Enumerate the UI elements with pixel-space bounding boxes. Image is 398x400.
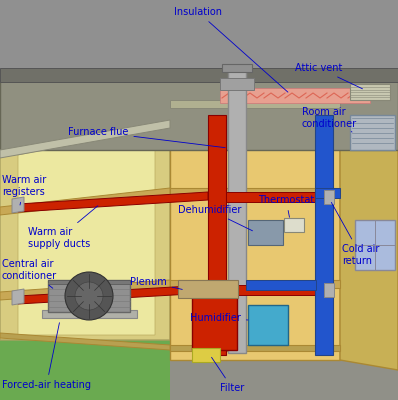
Bar [192,348,220,362]
Bar [208,115,226,355]
Bar [324,283,334,297]
Polygon shape [0,333,170,350]
Text: Humidifier: Humidifier [190,313,248,323]
Polygon shape [350,84,390,100]
Polygon shape [18,285,208,304]
Bar [315,115,333,355]
Text: Insulation: Insulation [174,7,288,92]
Polygon shape [170,340,398,400]
Bar [42,310,137,318]
Bar [220,78,254,90]
Text: Thermostat: Thermostat [258,195,314,217]
Bar [170,280,340,288]
Bar [228,68,246,353]
Circle shape [75,282,103,310]
Text: Furnace flue: Furnace flue [68,127,225,148]
Text: Cold air
return: Cold air return [332,202,379,266]
Bar [284,218,304,232]
Polygon shape [0,120,170,340]
Polygon shape [0,280,170,300]
Polygon shape [0,188,170,215]
Text: Dehumidifier: Dehumidifier [178,205,252,231]
Polygon shape [0,120,170,158]
Polygon shape [12,197,24,213]
Bar [178,280,238,298]
Bar [170,345,340,351]
Polygon shape [0,320,170,400]
Polygon shape [0,68,398,82]
Bar [248,220,283,245]
Polygon shape [170,100,340,360]
Text: Attic vent: Attic vent [295,63,363,89]
Bar [170,188,340,196]
Bar [248,305,288,345]
Polygon shape [12,289,24,305]
Text: Plenum: Plenum [130,277,182,290]
Text: Room air
conditioner: Room air conditioner [302,107,357,132]
Bar [315,188,340,198]
Polygon shape [340,100,398,370]
Text: Filter: Filter [212,357,244,393]
Text: Central air
conditioner: Central air conditioner [2,259,57,288]
Bar [192,295,237,350]
Text: Warm air
supply ducts: Warm air supply ducts [28,206,98,249]
Bar [222,64,252,72]
Bar [246,280,316,290]
Polygon shape [18,192,208,212]
Polygon shape [350,115,395,150]
Polygon shape [18,128,155,335]
Polygon shape [355,220,395,270]
Bar [226,285,326,295]
Polygon shape [170,100,340,108]
Bar [226,192,326,202]
Bar [324,190,334,204]
Text: Warm air
registers: Warm air registers [2,175,46,205]
Polygon shape [48,280,130,284]
Text: Forced-air heating: Forced-air heating [2,323,91,390]
Circle shape [65,272,113,320]
Bar [48,280,130,312]
Polygon shape [220,88,370,103]
Polygon shape [0,80,398,150]
